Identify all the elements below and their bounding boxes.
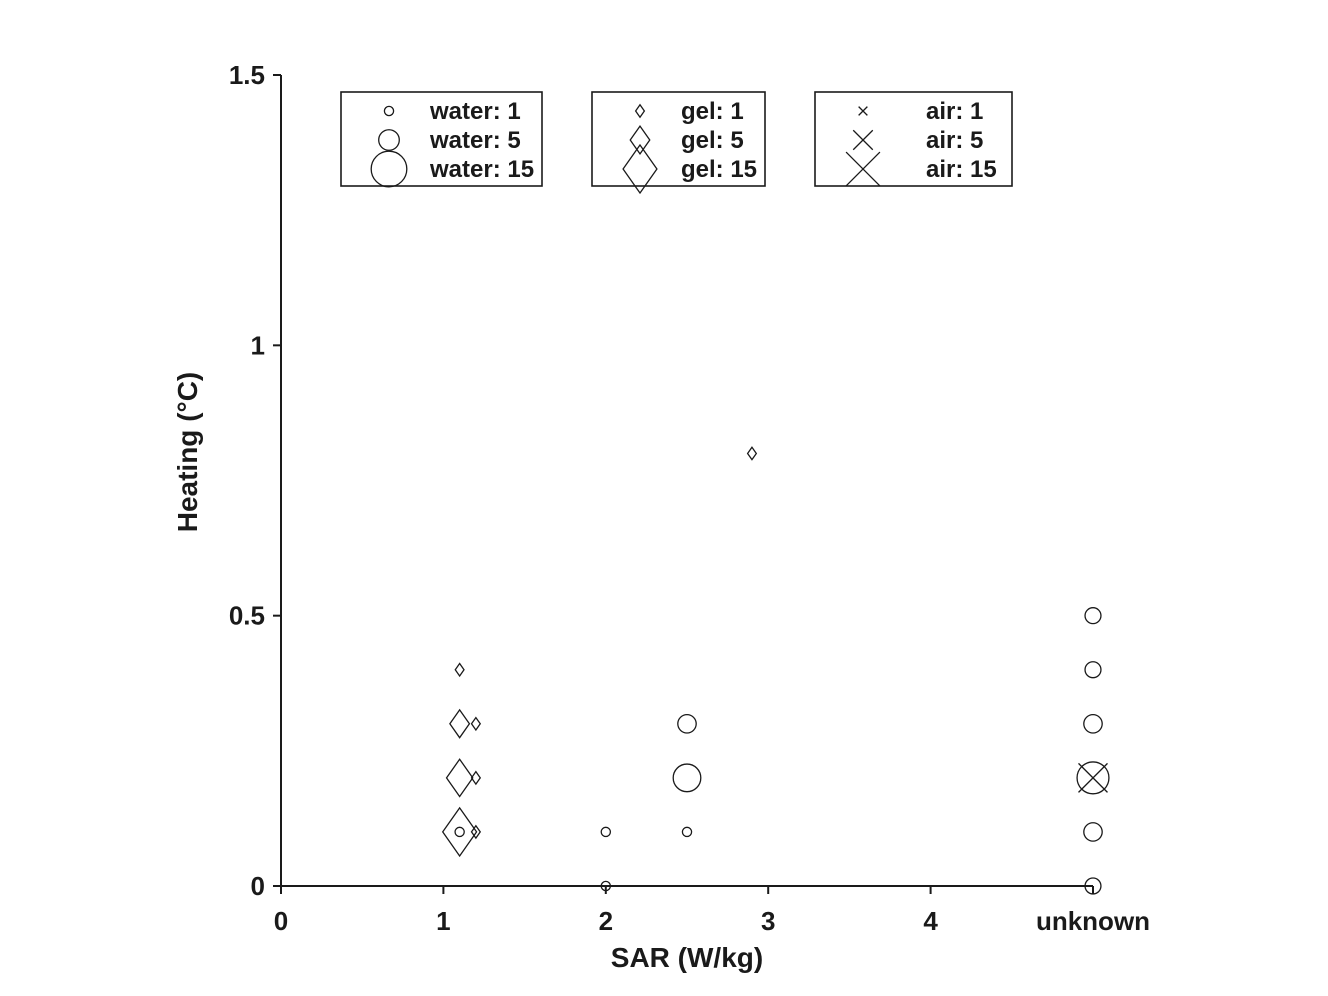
water-point xyxy=(1083,713,1103,734)
y-tick-label: 0.5 xyxy=(229,601,265,631)
legend-marker xyxy=(858,106,868,116)
legend-marker xyxy=(852,129,874,151)
legend-marker xyxy=(622,143,658,195)
legend-label: gel: 5 xyxy=(681,127,744,154)
x-tick-label: 4 xyxy=(923,906,938,936)
legend-label: air: 1 xyxy=(926,98,983,125)
water-point xyxy=(1083,822,1103,842)
gel-point xyxy=(746,446,758,461)
legend-marker xyxy=(383,105,395,117)
gel-point xyxy=(454,662,465,678)
water-point xyxy=(681,826,693,838)
legend-label: air: 5 xyxy=(926,127,983,154)
legend-label: gel: 1 xyxy=(681,98,744,125)
legend-marker xyxy=(845,151,881,187)
gel-point xyxy=(441,806,478,858)
legend-box xyxy=(340,91,543,187)
x-tick-label: 1 xyxy=(436,906,450,936)
y-tick-label: 1 xyxy=(251,330,265,360)
water-point xyxy=(600,826,612,838)
legend-marker xyxy=(634,103,646,119)
legend-marker xyxy=(370,150,408,188)
axes: 0 1 2 3 4 unknown 0 0.5 1 1.5 xyxy=(229,60,1150,936)
gel-point xyxy=(445,758,474,798)
x-tick-label: 3 xyxy=(761,906,775,936)
water-point xyxy=(600,880,612,892)
x-tick-label: 0 xyxy=(274,906,288,936)
legend-marker xyxy=(629,124,651,156)
legend-box xyxy=(591,91,766,187)
water-point xyxy=(1084,877,1102,895)
legend-label: air: 15 xyxy=(926,156,997,183)
legend-label: gel: 15 xyxy=(681,156,757,183)
water-point xyxy=(1084,607,1102,625)
legend-marker xyxy=(378,129,400,151)
legend-label: water: 5 xyxy=(429,127,521,154)
gel-point xyxy=(470,770,482,786)
gel-point xyxy=(470,824,482,840)
air-point xyxy=(1078,762,1108,793)
x-tick-label: unknown xyxy=(1036,906,1150,936)
water-point xyxy=(454,826,465,838)
water-point xyxy=(677,713,697,734)
water-point xyxy=(1084,661,1102,679)
legend-label: water: 15 xyxy=(429,156,534,183)
y-axis-label: Heating (°C) xyxy=(172,372,203,533)
gel-point xyxy=(470,716,482,732)
x-axis-label: SAR (W/kg) xyxy=(611,942,763,973)
water-point xyxy=(672,763,702,793)
data-marks xyxy=(441,446,1110,895)
x-tick-label: 2 xyxy=(599,906,613,936)
legend-label: water: 1 xyxy=(429,98,521,125)
y-tick-label: 0 xyxy=(251,871,265,901)
legend-box xyxy=(814,91,1013,187)
y-tick-label: 1.5 xyxy=(229,60,265,90)
water-point xyxy=(1076,761,1110,795)
gel-point xyxy=(449,708,471,739)
